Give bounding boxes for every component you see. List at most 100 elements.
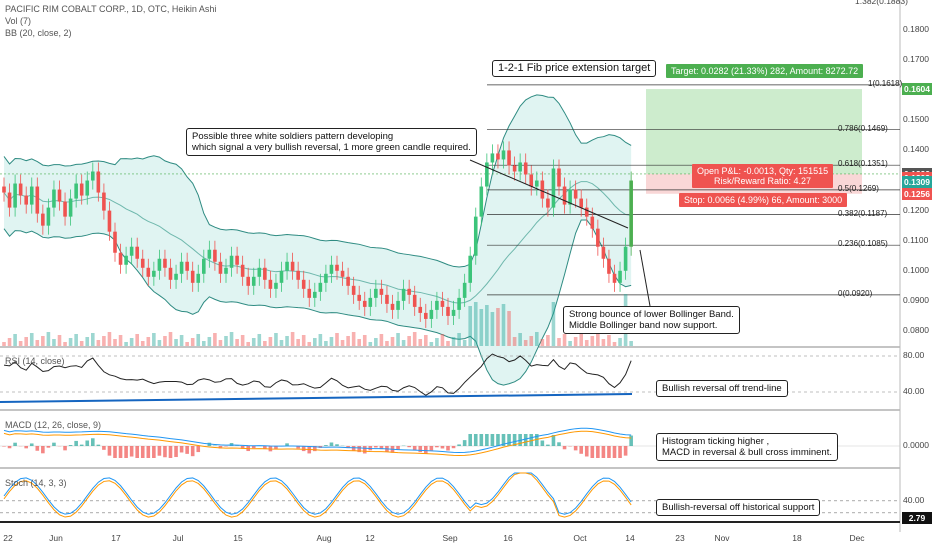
pattern-note: Possible three white soldiers pattern de…	[186, 128, 477, 156]
fib-level-label: 1(0.1618)	[868, 78, 903, 88]
macd-histogram-bar	[501, 434, 506, 446]
candle-body	[140, 258, 145, 268]
candle-body	[79, 183, 84, 196]
macd-histogram-bar	[512, 434, 517, 446]
y-tick-label: 0.1000	[903, 264, 929, 275]
price-tag[interactable]: 0.1604	[902, 83, 932, 96]
candle-body	[179, 261, 184, 274]
macd-histogram-bar	[457, 444, 461, 446]
macd-histogram-bar	[473, 434, 478, 446]
volume-bar	[52, 339, 56, 346]
macd-tick-label: 0.0000	[903, 440, 929, 450]
macd-histogram-bar	[179, 446, 184, 453]
volume-bar	[462, 340, 467, 346]
candle-body	[562, 186, 567, 205]
macd-histogram-bar	[85, 440, 90, 446]
candle-body	[451, 309, 456, 316]
candle-body	[218, 261, 223, 274]
candle-body	[207, 249, 212, 259]
candle-body	[346, 276, 350, 286]
candle-body	[618, 270, 622, 283]
macd-histogram-bar	[74, 440, 78, 446]
volume-bar	[13, 334, 17, 346]
candle-body	[540, 180, 545, 199]
macd-histogram-bar	[324, 445, 328, 446]
candle-body	[129, 246, 134, 256]
macd-histogram-bar	[468, 434, 472, 446]
x-tick-label: 17	[111, 533, 121, 543]
candle-body	[551, 168, 556, 208]
candle-body	[462, 282, 467, 298]
candle-body	[102, 192, 106, 211]
volume-bar	[346, 336, 350, 346]
macd-histogram-bar	[424, 446, 428, 454]
candle-body	[163, 258, 167, 268]
candle-body	[385, 294, 389, 304]
macd-histogram-bar	[35, 446, 40, 451]
candle-body	[196, 273, 201, 283]
open-pnl-tag[interactable]: Open P&L: -0.0013, Qty: 151515 Risk/Rewa…	[692, 164, 834, 188]
volume-bar	[418, 339, 423, 346]
volume-bar	[612, 342, 617, 346]
candle-body	[374, 288, 378, 298]
macd-histogram-bar	[412, 446, 417, 451]
volume-bar	[412, 332, 417, 346]
macd-histogram-bar	[596, 446, 600, 458]
target-tag[interactable]: Target: 0.0282 (21.33%) 282, Amount: 827…	[666, 64, 864, 78]
macd-histogram-bar	[507, 434, 511, 446]
candle-body	[301, 279, 306, 289]
candle-body	[96, 171, 101, 193]
volume-bar	[224, 336, 228, 346]
chart-title: PACIFIC RIM COBALT CORP., 1D, OTC, Heiki…	[5, 4, 217, 14]
fib-level-label: 0.236(0.1085)	[838, 239, 888, 249]
volume-bar	[335, 333, 339, 346]
stoch-k-line	[3, 472, 632, 515]
volume-bar	[213, 333, 217, 346]
y-tick-label: 0.1500	[903, 114, 929, 125]
macd-histogram-bar	[540, 440, 545, 446]
macd-signal-line	[3, 430, 632, 456]
candle-body	[557, 168, 561, 187]
macd-histogram-bar	[251, 446, 256, 449]
stop-tag[interactable]: Stop: 0.0066 (4.99%) 66, Amount: 3000	[679, 193, 848, 207]
x-tick-label: 15	[233, 533, 243, 543]
candle-body	[573, 189, 578, 199]
price-tag[interactable]: 0.1309	[902, 176, 932, 189]
target-zone	[646, 89, 862, 174]
macd-histogram-bar	[584, 446, 589, 457]
macd-line	[3, 427, 632, 453]
candle-body	[118, 252, 123, 265]
candle-body	[468, 255, 472, 283]
macd-histogram-bar	[490, 434, 495, 446]
volume-bar	[251, 338, 256, 346]
candle-body	[2, 186, 6, 193]
candle-body	[446, 306, 450, 316]
candle-body	[512, 165, 517, 172]
volume-bar	[407, 336, 411, 346]
volume-bar	[590, 336, 595, 346]
macd-histogram-bar	[285, 443, 289, 446]
volume-bar	[468, 306, 472, 346]
macd-histogram-bar	[168, 446, 173, 458]
macd-histogram-bar	[557, 442, 561, 446]
volume-bar	[146, 337, 151, 346]
macd-note-line2: MACD in reversal & bull cross imminent.	[662, 447, 832, 458]
volume-bar	[24, 337, 28, 346]
candle-body	[235, 255, 239, 265]
macd-histogram-bar	[623, 446, 628, 456]
macd-histogram-bar	[2, 446, 6, 447]
macd-histogram-bar	[357, 446, 361, 453]
macd-histogram-bar	[274, 446, 278, 450]
candle-body	[279, 270, 284, 283]
pattern-pointer-line	[469, 159, 629, 229]
macd-histogram-bar	[152, 446, 156, 458]
macd-histogram-bar	[41, 446, 45, 454]
volume-bar	[179, 335, 184, 346]
price-tag[interactable]: 0.1256	[902, 187, 932, 200]
rsi-tick-label: 40.00	[903, 386, 925, 396]
macd-histogram-bar	[379, 446, 384, 450]
candle-body	[351, 285, 356, 295]
macd-histogram-bar	[523, 434, 528, 446]
volume-bar	[568, 341, 572, 346]
